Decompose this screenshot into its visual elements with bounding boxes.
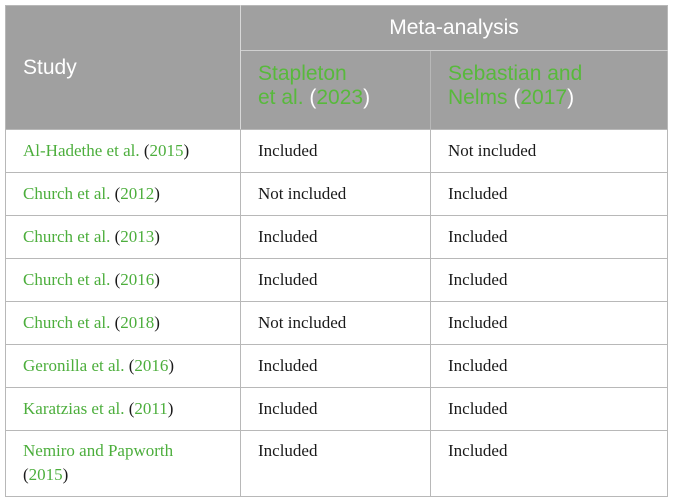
study-cell: Church et al. (2012) [5, 172, 241, 216]
header-row: Study Meta-analysis [5, 5, 668, 130]
study-name-link[interactable]: Church et al. [23, 270, 111, 289]
study-name-link[interactable]: Geronilla et al. [23, 356, 125, 375]
stapleton-inclusion-cell: Included [240, 129, 431, 173]
sebastian-inclusion-cell: Included [430, 387, 668, 431]
study-name-link[interactable]: Nemiro and Papworth [23, 441, 174, 460]
stapleton-inclusion-cell: Not included [240, 172, 431, 216]
table-header: Study Meta-analysis Stapleton et al. (202… [5, 5, 668, 130]
study-year-link[interactable]: 2015 [149, 141, 184, 160]
sebastian-inclusion-cell: Included [430, 258, 668, 302]
study-name-link[interactable]: Karatzias et al. [23, 399, 125, 418]
sebastian-inclusion-cell: Included [430, 430, 668, 497]
study-name-link[interactable]: Al-Hadethe et al. [23, 141, 140, 160]
study-cell: Geronilla et al. (2016) [5, 344, 241, 388]
column-header-sebastian-year[interactable]: 2017 [520, 86, 568, 109]
column-header-sebastian: Sebastian and Nelms (2017) [430, 50, 668, 130]
table-body: Al-Hadethe et al. (2015) Included Not incl… [5, 129, 668, 497]
sebastian-inclusion-cell: Not included [430, 129, 668, 173]
table-row: Nemiro and Papworth (2015) Included Include… [5, 430, 668, 497]
table-row: Church et al. (2016) Included Included [5, 258, 668, 302]
stapleton-inclusion-cell: Included [240, 215, 431, 259]
table-row: Al-Hadethe et al. (2015) Included Not incl… [5, 129, 668, 173]
study-cell: Church et al. (2013) [5, 215, 241, 259]
stapleton-inclusion-cell: Included [240, 258, 431, 302]
column-header-stapleton: Stapleton et al. (2023) [240, 50, 431, 130]
study-year-link[interactable]: 2015 [28, 465, 63, 484]
sebastian-inclusion-cell: Included [430, 215, 668, 259]
table-row: Church et al. (2012) Not included Included [5, 172, 668, 216]
table-row: Geronilla et al. (2016) Included Included [5, 344, 668, 388]
study-cell: Nemiro and Papworth (2015) [5, 430, 241, 497]
sebastian-inclusion-cell: Included [430, 301, 668, 345]
table-row: Karatzias et al. (2011) Included Included [5, 387, 668, 431]
meta-analysis-table: Study Meta-analysis Stapleton et al. (202… [5, 5, 668, 497]
table-row: Church et al. (2013) Included Included [5, 215, 668, 259]
sebastian-inclusion-cell: Included [430, 344, 668, 388]
stapleton-inclusion-cell: Included [240, 387, 431, 431]
column-header-sebastian-link[interactable]: Sebastian and Nelms (2017) [448, 62, 583, 109]
study-cell: Al-Hadethe et al. (2015) [5, 129, 241, 173]
stapleton-inclusion-cell: Not included [240, 301, 431, 345]
study-name-link[interactable]: Church et al. [23, 313, 111, 332]
study-year-link[interactable]: 2012 [120, 184, 155, 203]
study-name-link[interactable]: Church et al. [23, 227, 111, 246]
column-header-stapleton-year[interactable]: 2023 [316, 86, 364, 109]
study-year-link[interactable]: 2013 [120, 227, 155, 246]
study-year-link[interactable]: 2016 [120, 270, 155, 289]
study-cell: Karatzias et al. (2011) [5, 387, 241, 431]
study-column-header: Study [5, 5, 241, 130]
table-row: Church et al. (2018) Not included Included [5, 301, 668, 345]
stapleton-inclusion-cell: Included [240, 430, 431, 497]
subheader-row: Stapleton et al. (2023) Sebastian and Nelm… [6, 50, 668, 130]
study-cell: Church et al. (2018) [5, 301, 241, 345]
meta-analysis-header: Meta-analysis [240, 5, 668, 51]
study-year-link[interactable]: 2011 [134, 399, 168, 418]
column-header-stapleton-link[interactable]: Stapleton et al. (2023) [258, 62, 371, 109]
stapleton-inclusion-cell: Included [240, 344, 431, 388]
sebastian-inclusion-cell: Included [430, 172, 668, 216]
study-year-link[interactable]: 2018 [120, 313, 155, 332]
study-year-link[interactable]: 2016 [134, 356, 169, 375]
study-cell: Church et al. (2016) [5, 258, 241, 302]
study-name-link[interactable]: Church et al. [23, 184, 111, 203]
